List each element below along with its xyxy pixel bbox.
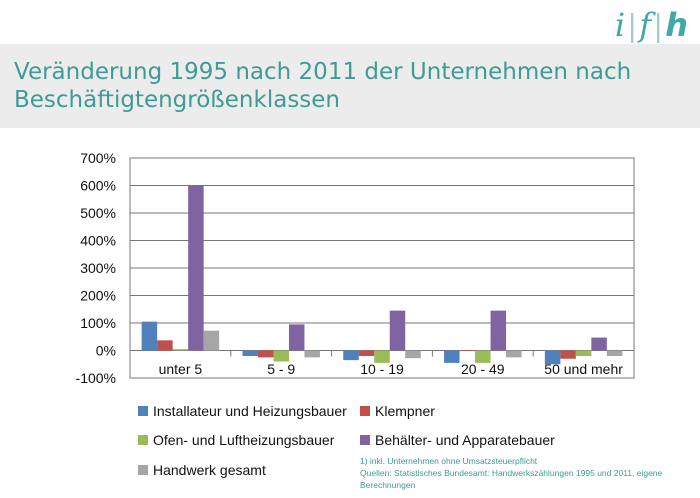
- bar: [157, 340, 173, 351]
- page-title: Veränderung 1995 nach 2011 der Unternehm…: [14, 59, 632, 113]
- source-note: Quellen: Statistisches Bundesamt: Handwe…: [360, 468, 663, 490]
- bar: [459, 350, 476, 352]
- y-tick-label: 500%: [80, 205, 116, 221]
- bar: [575, 350, 592, 356]
- y-tick-label: 0%: [96, 343, 116, 359]
- bar: [172, 349, 189, 351]
- bar: [444, 350, 460, 363]
- bar: [304, 350, 320, 358]
- y-tick-label: 300%: [80, 260, 116, 276]
- plot-area: [129, 157, 635, 379]
- x-tick-label: 50 und mehr: [544, 361, 623, 377]
- bar: [490, 310, 507, 351]
- bar: [257, 350, 274, 358]
- ifh-logo: i|f|h: [614, 6, 690, 44]
- footnote-line: 1) inkl. Unternehmen ohne Umsatzsteuerpf…: [360, 456, 538, 466]
- bar: [591, 337, 607, 351]
- bar: [242, 350, 258, 356]
- bar: [288, 324, 305, 351]
- bar: [374, 350, 390, 363]
- x-tick-label: 20 - 49: [461, 361, 505, 377]
- bar: [606, 350, 623, 356]
- y-tick-label: 100%: [80, 315, 116, 331]
- bar: [358, 350, 375, 356]
- footnote: 1) inkl. Unternehmen ohne Umsatzsteuerpf…: [360, 455, 670, 491]
- y-tick-label: -100%: [76, 370, 116, 386]
- bar: [475, 350, 491, 363]
- bar: [544, 350, 561, 365]
- x-tick-label: 10 - 19: [360, 361, 404, 377]
- bar: [389, 310, 406, 351]
- bar: [343, 350, 359, 361]
- bar: [405, 350, 421, 359]
- x-tick-label: 5 - 9: [267, 361, 295, 377]
- title-band: [0, 44, 700, 128]
- bar: [273, 350, 289, 362]
- bar: [560, 350, 576, 359]
- y-tick-label: 600%: [80, 178, 116, 194]
- y-tick-label: 700%: [80, 150, 116, 166]
- bar: [141, 321, 158, 351]
- y-tick-label: 400%: [80, 233, 116, 249]
- y-tick-label: 200%: [80, 288, 116, 304]
- bar: [203, 330, 220, 351]
- x-tick-label: unter 5: [159, 361, 203, 377]
- bar: [188, 185, 204, 351]
- bar: [506, 350, 522, 358]
